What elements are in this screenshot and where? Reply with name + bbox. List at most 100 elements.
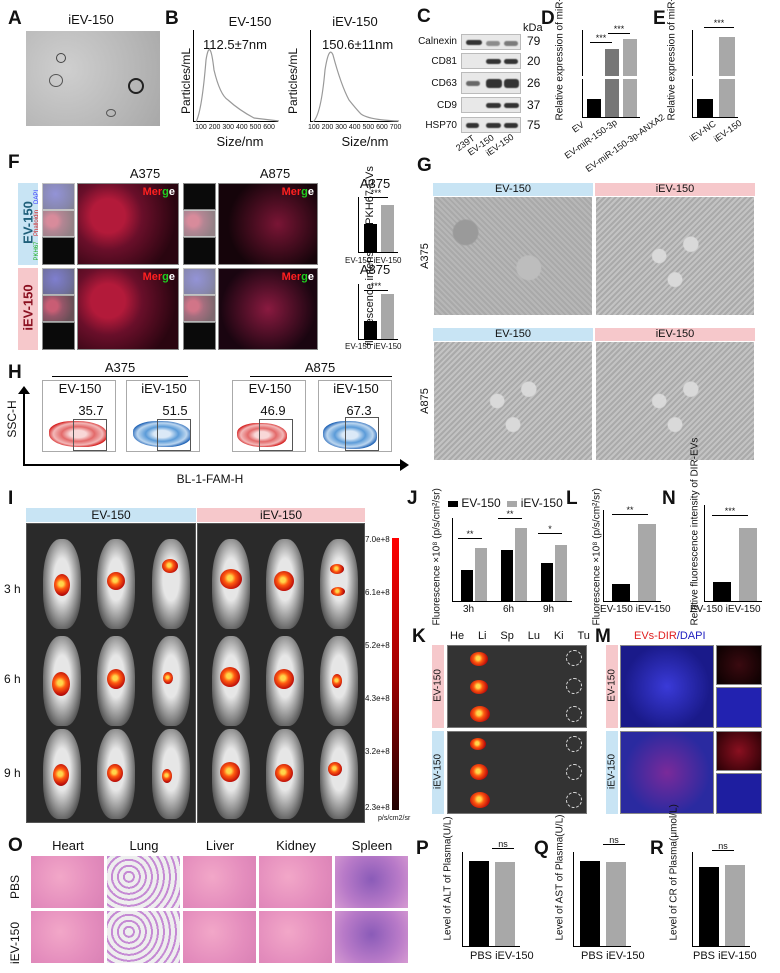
panel-q-xcats: PBS iEV-150 bbox=[581, 950, 645, 962]
panel-j-xcat: 9h bbox=[543, 604, 555, 615]
m-ev150-merge bbox=[620, 645, 714, 728]
nta-iev150-annotation: 150.6±11nm bbox=[322, 37, 394, 52]
bar-3h-iev150 bbox=[475, 548, 487, 601]
panel-o-col-kidney: Kidney bbox=[276, 838, 316, 853]
panel-q-sig: ns bbox=[603, 836, 625, 845]
bar-r-iev150 bbox=[725, 865, 745, 946]
panel-o-col-spleen: Spleen bbox=[351, 838, 393, 853]
panel-d-ylabel: Relative expression of miR-150-3p in EVs bbox=[554, 0, 566, 121]
western-label-calnexin: Calnexin bbox=[418, 36, 457, 47]
merge-label: Merge bbox=[281, 186, 314, 198]
bar-3h-ev150 bbox=[461, 570, 473, 601]
panel-label-j: J bbox=[407, 488, 418, 509]
colorbar-tick: 3.2e+8 bbox=[365, 747, 390, 756]
nta-ev150-xlabel: Size/nm bbox=[216, 134, 264, 149]
panel-label-k: K bbox=[412, 626, 426, 647]
panel-o-row-iev150: iEV-150 bbox=[8, 921, 22, 965]
nta-ev150-curve bbox=[195, 49, 279, 122]
f-a375-iev-dapi bbox=[42, 268, 75, 295]
panel-label-c: C bbox=[417, 6, 431, 27]
panel-j-chart bbox=[452, 518, 572, 602]
ivis-ev150 bbox=[26, 523, 196, 823]
nta-ev150-xticks: 100 200 300 400 500 600 bbox=[195, 124, 275, 131]
panel-o-col-heart: Heart bbox=[52, 838, 84, 853]
bar-l-iev150 bbox=[638, 524, 656, 601]
western-band-cd63 bbox=[461, 72, 521, 94]
nta-iev150-xticks: 100 200 300 400 500 600 700 bbox=[308, 124, 402, 131]
panel-label-m: M bbox=[595, 626, 611, 647]
bar-a375-iev150 bbox=[381, 205, 394, 252]
colorbar-tick: 4.3e+8 bbox=[365, 694, 390, 703]
panel-r-sig: ns bbox=[712, 842, 734, 851]
he-iev150-spleen bbox=[334, 910, 409, 964]
western-kda-hsp70: 75 bbox=[527, 118, 541, 132]
nta-iev150-title: iEV-150 bbox=[332, 14, 378, 29]
panel-r-chart bbox=[692, 852, 750, 947]
colorbar-unit: p/s/cm2/sr bbox=[378, 815, 411, 822]
nta-iev150-ylabel: Particles/mL bbox=[286, 47, 300, 115]
panel-j-ylabel: Fluorescence ×10⁸ (p/s/cm²/sr) bbox=[431, 488, 443, 626]
ex-vivo-iev150 bbox=[447, 731, 587, 814]
he-iev150-kidney bbox=[258, 910, 333, 964]
panel-g-col-ev150-bottom: EV-150 bbox=[433, 328, 593, 341]
panel-p-sig: ns bbox=[492, 840, 514, 849]
western-band-calnexin bbox=[461, 34, 521, 50]
panel-j-xcat: 3h bbox=[463, 604, 475, 615]
panel-l-sig: ** bbox=[612, 506, 648, 515]
he-pbs-lung bbox=[106, 855, 181, 909]
colorbar-tick: 2.3e+8 bbox=[365, 803, 390, 812]
m-iev150-merge bbox=[620, 731, 714, 814]
he-pbs-liver bbox=[182, 855, 257, 909]
panel-f-chart-a875-title: A875 bbox=[359, 262, 391, 277]
he-iev150-heart bbox=[30, 910, 105, 964]
panel-f-col-a375: A375 bbox=[129, 166, 161, 181]
f-a875-iev-pkh67 bbox=[183, 322, 216, 350]
western-label-cd9: CD9 bbox=[436, 100, 457, 111]
panel-f-row-ev150-header: EV-150 bbox=[18, 183, 38, 265]
panel-e-chart bbox=[691, 30, 739, 118]
he-pbs-spleen bbox=[334, 855, 409, 909]
panel-j-sig-6h: ** bbox=[498, 510, 522, 519]
panel-f-a875-sig: *** bbox=[364, 282, 388, 291]
bar-6h-ev150 bbox=[501, 550, 513, 601]
axis-break bbox=[581, 76, 641, 79]
panel-p-xcats: PBS iEV-150 bbox=[470, 950, 534, 962]
ex-vivo-ev150 bbox=[447, 645, 587, 728]
panel-o-col-lung: Lung bbox=[129, 838, 159, 853]
panel-m-row-ev150: EV-150 bbox=[606, 645, 618, 728]
panel-label-n: N bbox=[662, 488, 676, 509]
panel-m-title: EVs-DIR/DAPI bbox=[634, 630, 706, 642]
f-a875-ev-phalloidin bbox=[183, 210, 216, 237]
f-a375-ev-phalloidin bbox=[42, 210, 75, 237]
ivis-colorbar bbox=[392, 538, 399, 810]
f-a875-iev-merge: Merge bbox=[218, 268, 318, 350]
western-kda-cd9: 37 bbox=[527, 98, 541, 112]
panel-j-legend: EV-150 iEV-150 bbox=[448, 496, 563, 510]
he-iev150-liver bbox=[182, 910, 257, 964]
bar-ev bbox=[587, 99, 601, 117]
he-iev150-lung bbox=[106, 910, 181, 964]
colorbar-tick: 6.1e+8 bbox=[365, 588, 390, 597]
nta-iev150-xlabel: Size/nm bbox=[341, 134, 389, 149]
panel-label-r: R bbox=[650, 838, 664, 859]
panel-k-row-iev150: iEV-150 bbox=[432, 731, 444, 814]
m-ev150-dir bbox=[716, 645, 762, 685]
western-kda-cd63: 26 bbox=[527, 76, 541, 90]
nta-ev150-ylabel: Particles/mL bbox=[179, 47, 193, 115]
nta-ev150-title: EV-150 bbox=[228, 14, 272, 29]
panel-h-group-a375: A375 bbox=[104, 360, 136, 375]
arrow-up-icon bbox=[18, 386, 30, 394]
flow-gate bbox=[259, 419, 293, 451]
western-kda-header: kDa bbox=[523, 22, 543, 34]
panel-k-organ-headers: He Li Sp Lu Ki Tu bbox=[450, 630, 590, 642]
m-ev150-dapi bbox=[716, 687, 762, 728]
merge-label: Merge bbox=[142, 186, 175, 198]
bar-iev-nc bbox=[697, 99, 713, 117]
f-a875-ev-pkh67 bbox=[183, 237, 216, 265]
bar-9h-iev150 bbox=[555, 545, 567, 601]
bar-a875-ev150 bbox=[364, 321, 377, 339]
panel-e-xcat-nc: iEV-NC bbox=[687, 118, 718, 144]
bar-q-pbs bbox=[580, 861, 600, 946]
he-pbs-kidney bbox=[258, 855, 333, 909]
channel-label-pkh67: PKH67 bbox=[34, 241, 40, 261]
